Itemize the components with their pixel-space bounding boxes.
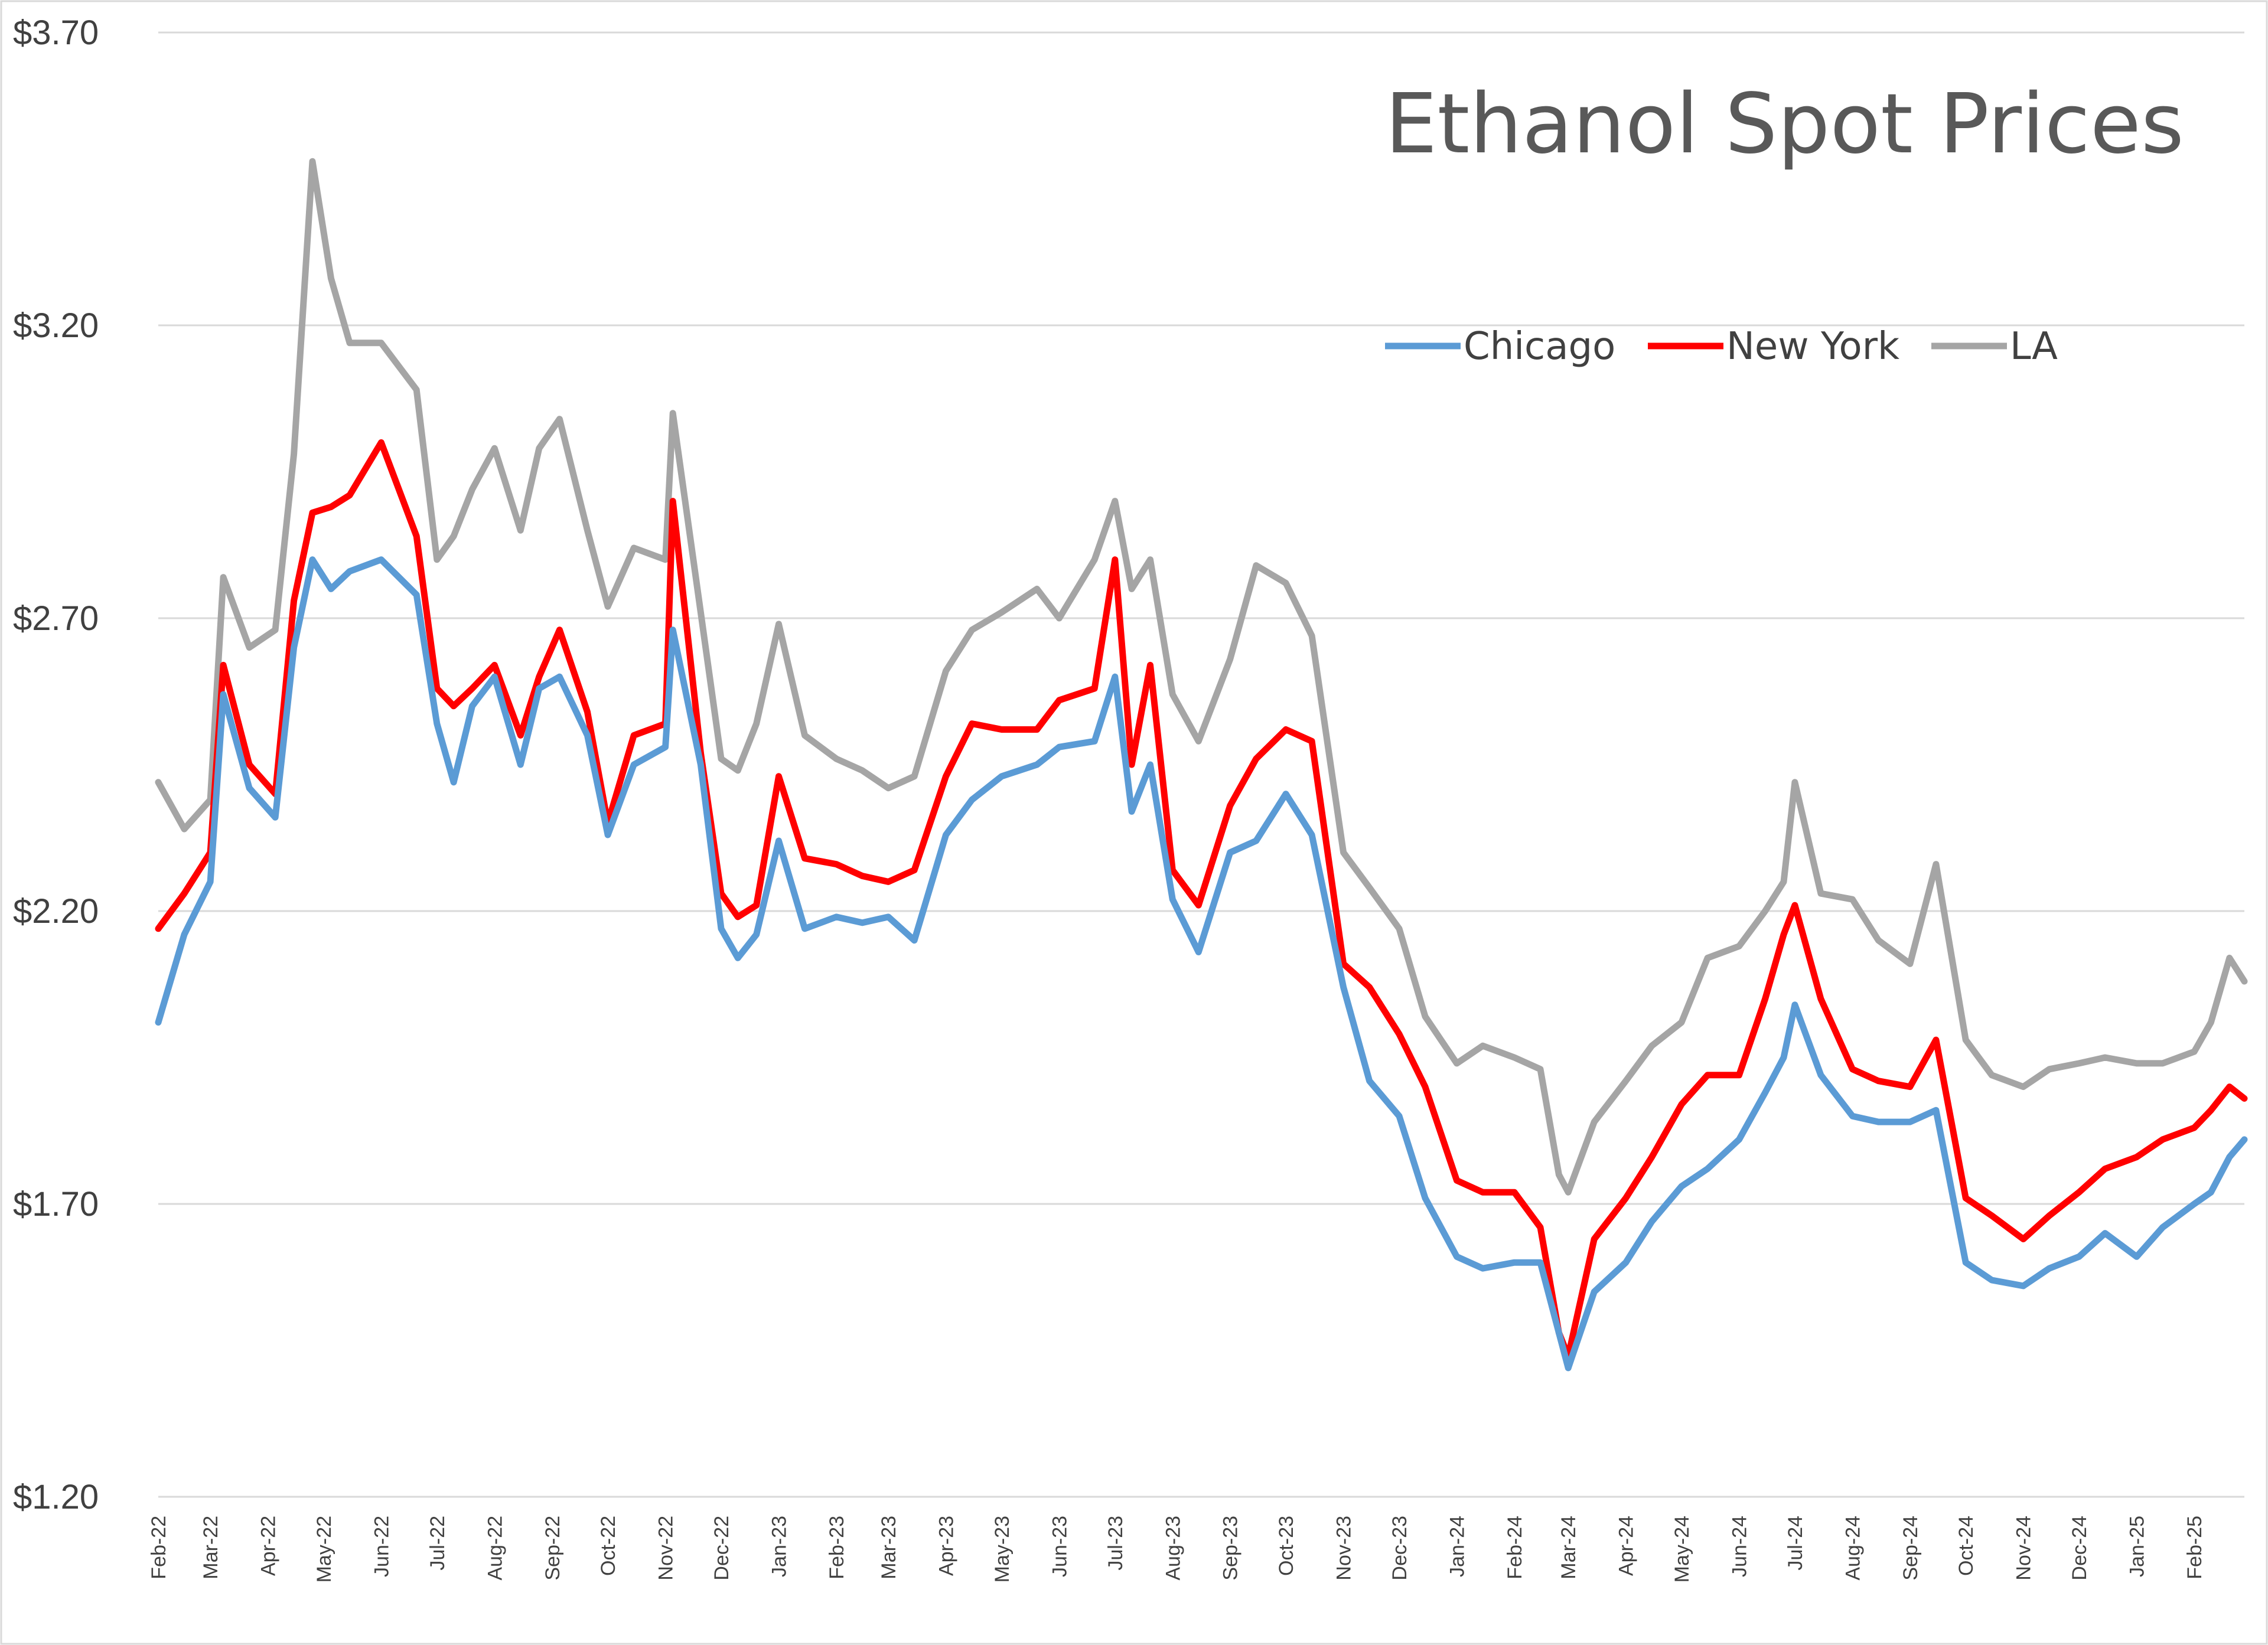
y-tick-label: $1.20	[13, 1478, 99, 1516]
x-tick-label: Oct-24	[1955, 1516, 1977, 1576]
x-tick-label: Oct-22	[597, 1516, 620, 1576]
x-tick-label: Feb-25	[2184, 1516, 2206, 1579]
x-axis-tick-labels: Feb-22 Mar-22 Apr-22 May-22 Jun-22 Jul-22 Aug-…	[148, 1516, 2206, 1582]
x-tick-label: Apr-23	[936, 1516, 958, 1576]
x-tick-label: Nov-23	[1333, 1516, 1355, 1581]
x-tick-label: May-22	[313, 1516, 335, 1582]
x-tick-label: Mar-22	[200, 1516, 222, 1579]
x-tick-label: Nov-22	[655, 1516, 677, 1581]
x-tick-label: Nov-24	[2013, 1516, 2035, 1581]
series-line-la	[155, 158, 2248, 1196]
x-tick-label: Dec-24	[2068, 1516, 2091, 1581]
x-tick-label: Aug-22	[484, 1516, 506, 1581]
x-tick-label: Mar-24	[1557, 1516, 1580, 1579]
x-tick-label: Jul-23	[1104, 1516, 1127, 1571]
x-tick-label: Jul-24	[1784, 1516, 1807, 1571]
x-tick-label: Oct-23	[1275, 1516, 1298, 1576]
y-tick-label: $2.20	[13, 892, 99, 931]
x-tick-label: Sep-22	[542, 1516, 564, 1581]
x-tick-label: May-24	[1671, 1516, 1693, 1582]
x-tick-label: Jul-22	[426, 1516, 449, 1571]
x-tick-label: Jan-25	[2126, 1516, 2149, 1577]
x-tick-label: May-23	[991, 1516, 1014, 1582]
x-tick-label: Aug-24	[1842, 1516, 1864, 1581]
x-tick-label: Jun-23	[1048, 1516, 1071, 1577]
x-tick-label: Jun-24	[1729, 1516, 1751, 1577]
y-tick-label: $3.20	[13, 306, 99, 345]
x-tick-label: Jan-23	[768, 1516, 790, 1577]
x-tick-label: Apr-22	[258, 1516, 280, 1576]
legend-label-la: LA	[2010, 325, 2058, 368]
series-lines	[155, 158, 2248, 1372]
y-axis-tick-labels: $1.20 $1.70 $2.20 $2.70 $3.20 $3.70	[13, 14, 99, 1516]
x-tick-label: Jun-22	[370, 1516, 393, 1577]
x-tick-label: Feb-23	[826, 1516, 848, 1579]
y-tick-label: $3.70	[13, 14, 99, 52]
x-tick-label: Mar-23	[878, 1516, 900, 1579]
x-tick-label: Sep-23	[1220, 1516, 1242, 1581]
x-tick-label: Jan-24	[1446, 1516, 1468, 1577]
x-tick-label: Feb-24	[1504, 1516, 1526, 1579]
chart-title: Ethanol Spot Prices	[1385, 76, 2184, 172]
x-tick-label: Apr-24	[1615, 1516, 1638, 1576]
series-line-new-york	[155, 439, 2248, 1360]
x-tick-label: Aug-23	[1162, 1516, 1184, 1581]
y-tick-label: $1.70	[13, 1185, 99, 1223]
legend-label-new-york: New York	[1726, 325, 1899, 368]
y-tick-label: $2.70	[13, 599, 99, 638]
legend-label-chicago: Chicago	[1464, 325, 1615, 368]
x-tick-label: Feb-22	[148, 1516, 170, 1579]
series-line-chicago	[155, 556, 2248, 1372]
x-tick-label: Dec-22	[711, 1516, 733, 1581]
x-tick-label: Dec-23	[1389, 1516, 1411, 1581]
x-tick-label: Sep-24	[1899, 1516, 1922, 1581]
gridlines	[158, 31, 2244, 1498]
legend: Chicago New York LA	[1385, 325, 2058, 368]
